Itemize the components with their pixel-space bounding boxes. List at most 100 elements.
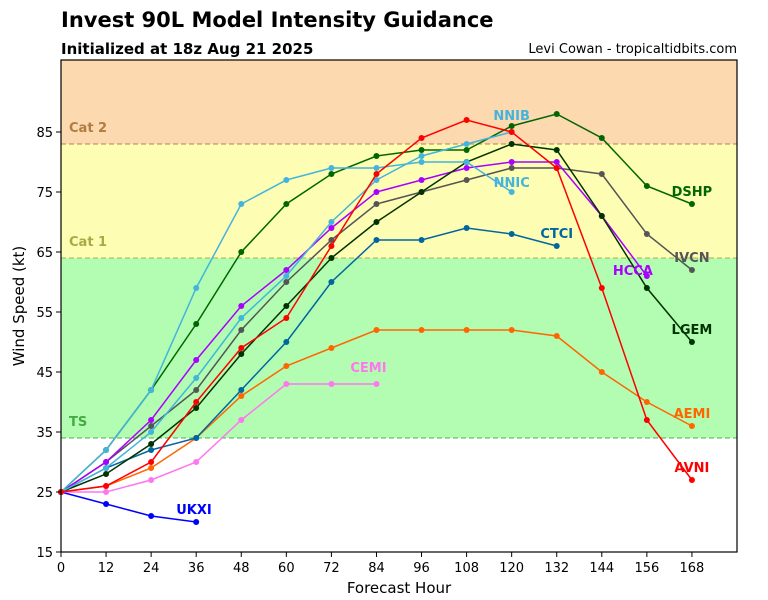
chart-title: Invest 90L Model Intensity Guidance [61,8,494,32]
data-point-cemi [238,417,245,423]
y-tick-label: 35 [36,426,53,441]
data-point-ctci [328,279,335,285]
data-point-nnic [103,447,110,453]
band-labels: TS Cat 1 Cat 2 [69,121,107,430]
data-point-lgem [598,213,605,219]
data-point-avni [103,483,110,489]
data-point-cemi [328,381,335,387]
y-tick-label: 85 [36,126,53,141]
data-point-hcca [238,303,245,309]
band-label-ts: TS [69,415,87,430]
data-point-nnic [148,387,155,393]
data-point-dshp [598,135,605,141]
data-point-dshp [328,171,335,177]
data-point-aemi [373,327,380,333]
data-point-ukxi [193,519,200,525]
data-point-cemi [103,489,110,495]
data-point-ivcn [643,231,650,237]
data-point-aemi [688,423,695,429]
data-point-avni [508,129,515,135]
series-nnic [58,159,515,495]
data-point-lgem [148,441,155,447]
data-point-aemi [598,369,605,375]
data-point-ivcn [328,237,335,243]
data-point-dshp [643,183,650,189]
data-point-cemi [283,381,290,387]
data-point-nnib [103,465,110,471]
data-point-hcca [508,159,515,165]
series-label-nnic: NNIC [494,176,530,191]
data-point-ctci [553,243,560,249]
data-point-avni [373,171,380,177]
data-point-avni [688,477,695,483]
data-point-avni [328,243,335,249]
chart-credit: Levi Cowan - tropicaltidbits.com [528,42,737,57]
data-point-dshp [238,249,245,255]
data-point-ivcn [148,423,155,429]
x-tick-label: 0 [57,561,65,576]
y-tick-label: 45 [36,366,53,381]
data-point-avni [463,117,470,123]
band-threshold-lines [61,143,737,439]
data-point-dshp [688,201,695,207]
plot-frame [60,59,738,553]
data-point-hcca [103,459,110,465]
series-label-aemi: AEMI [674,407,711,422]
data-point-ctci [193,435,200,441]
data-point-hcca [643,273,650,279]
data-point-ctci [463,225,470,231]
chart-subtitle: Initialized at 18z Aug 21 2025 [61,40,314,58]
data-point-nnib [238,315,245,321]
data-point-aemi [553,333,560,339]
data-point-lgem [283,303,290,309]
data-point-dshp [508,123,515,129]
data-point-avni [148,459,155,465]
data-point-dshp [463,147,470,153]
data-point-lgem [328,255,335,261]
data-point-lgem [508,141,515,147]
x-tick-label: 36 [188,561,205,576]
band-cat-1 [61,144,737,258]
series-label-nnib: NNIB [493,109,530,124]
series-label-hcca: HCCA [613,264,653,279]
data-point-aemi [508,327,515,333]
series-label-dshp: DSHP [672,185,713,200]
data-point-ivcn [508,165,515,171]
data-point-nnic [508,189,515,195]
x-tick-label: 108 [454,561,479,576]
data-point-nnic [238,201,245,207]
data-point-nnib [463,141,470,147]
data-point-lgem [373,219,380,225]
band-ts [61,258,737,438]
data-point-aemi [418,327,425,333]
series-label-ivcn: IVCN [674,251,709,266]
data-point-dshp [283,201,290,207]
data-point-hcca [373,189,380,195]
x-tick-label: 60 [278,561,295,576]
series-avni [58,117,695,495]
data-point-cemi [148,477,155,483]
series-label-cemi: CEMI [350,361,386,376]
y-axis-ticks: 15 25 35 45 55 65 75 85 [36,126,61,561]
data-point-ukxi [103,501,110,507]
y-tick-label: 15 [36,546,53,561]
data-point-ukxi [148,513,155,519]
data-point-ivcn [283,279,290,285]
data-point-nnib [418,153,425,159]
series-label-ctci: CTCI [540,227,573,242]
data-point-ctci [508,231,515,237]
data-point-hcca [328,225,335,231]
data-point-nnib [373,177,380,183]
data-point-avni [643,417,650,423]
data-point-nnic [283,177,290,183]
intensity-bands [61,60,737,438]
data-point-aemi [238,393,245,399]
data-point-avni [193,399,200,405]
data-point-lgem [688,339,695,345]
data-point-ctci [283,339,290,345]
data-point-aemi [463,327,470,333]
y-axis-label: Wind Speed (kt) [10,246,28,367]
data-point-lgem [103,471,110,477]
x-tick-label: 12 [98,561,115,576]
